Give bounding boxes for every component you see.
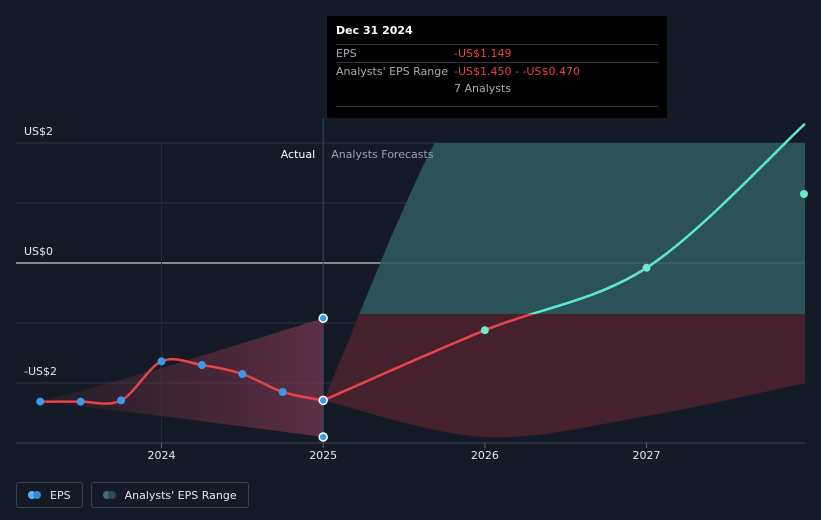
highlight-point	[318, 313, 328, 323]
eps-forecast-point	[642, 263, 651, 272]
eps-forecast-point	[800, 190, 808, 198]
eps-tooltip: Dec 31 2024 EPS -US$1.149 Analysts' EPS …	[327, 16, 667, 118]
tooltip-key	[336, 80, 454, 97]
eps-point	[238, 370, 247, 378]
eps-point	[36, 397, 45, 406]
eps-forecast-point	[480, 326, 489, 335]
legend-item-eps[interactable]: EPS	[16, 482, 83, 508]
tooltip-divider	[336, 106, 658, 107]
y-tick-label: US$0	[24, 245, 53, 258]
forecast-region-label: Analysts Forecasts	[331, 148, 434, 161]
x-tick-label: 2027	[633, 449, 661, 462]
tooltip-row-eps: EPS -US$1.149	[336, 44, 658, 62]
tooltip-value: 7 Analysts	[454, 82, 512, 95]
eps-forecast-line-positive	[527, 122, 806, 314]
eps-point	[157, 357, 166, 366]
forecast-range-band-positive	[359, 143, 805, 314]
x-tick-label: 2025	[309, 449, 337, 462]
eps-legend-icon	[28, 491, 42, 499]
y-tick-label: -US$2	[24, 365, 57, 378]
eps-point	[278, 388, 287, 396]
eps-point	[76, 397, 85, 406]
actual-region-label: Actual	[281, 148, 315, 161]
tooltip-date: Dec 31 2024	[336, 24, 413, 37]
actual-range-band	[40, 318, 324, 437]
legend-item-eps-range[interactable]: Analysts' EPS Range	[90, 482, 249, 508]
chart-legend: EPS Analysts' EPS Range	[16, 482, 249, 508]
y-tick-label: US$2	[24, 125, 53, 138]
forecast-range-band-negative	[323, 314, 805, 438]
y-axis-labels: US$2 US$0 -US$2	[24, 125, 57, 378]
range-bands	[40, 143, 805, 438]
tooltip-row-analysts: 7 Analysts	[336, 80, 658, 97]
highlight-point	[318, 432, 328, 442]
legend-label: EPS	[50, 488, 71, 502]
eps-forecast-line-negative	[322, 314, 537, 402]
eps-range-legend-icon	[102, 491, 117, 499]
highlight-point	[318, 395, 328, 406]
tooltip-row-range: Analysts' EPS Range -US$1.450 - -US$0.47…	[336, 62, 658, 80]
eps-point	[197, 361, 206, 369]
eps-point	[117, 396, 126, 405]
legend-label: Analysts' EPS Range	[124, 488, 237, 502]
x-tick-label: 2026	[471, 449, 499, 462]
eps-points	[36, 190, 808, 442]
tooltip-key: Analysts' EPS Range	[336, 65, 449, 78]
x-axis-labels: 2024 2025 2026 2027	[148, 443, 661, 462]
tooltip-value: -US$1.149	[454, 47, 512, 60]
x-tick-label: 2024	[148, 449, 176, 462]
tooltip-key: EPS	[336, 47, 357, 60]
tooltip-value: -US$1.450 - -US$0.470	[454, 65, 580, 78]
